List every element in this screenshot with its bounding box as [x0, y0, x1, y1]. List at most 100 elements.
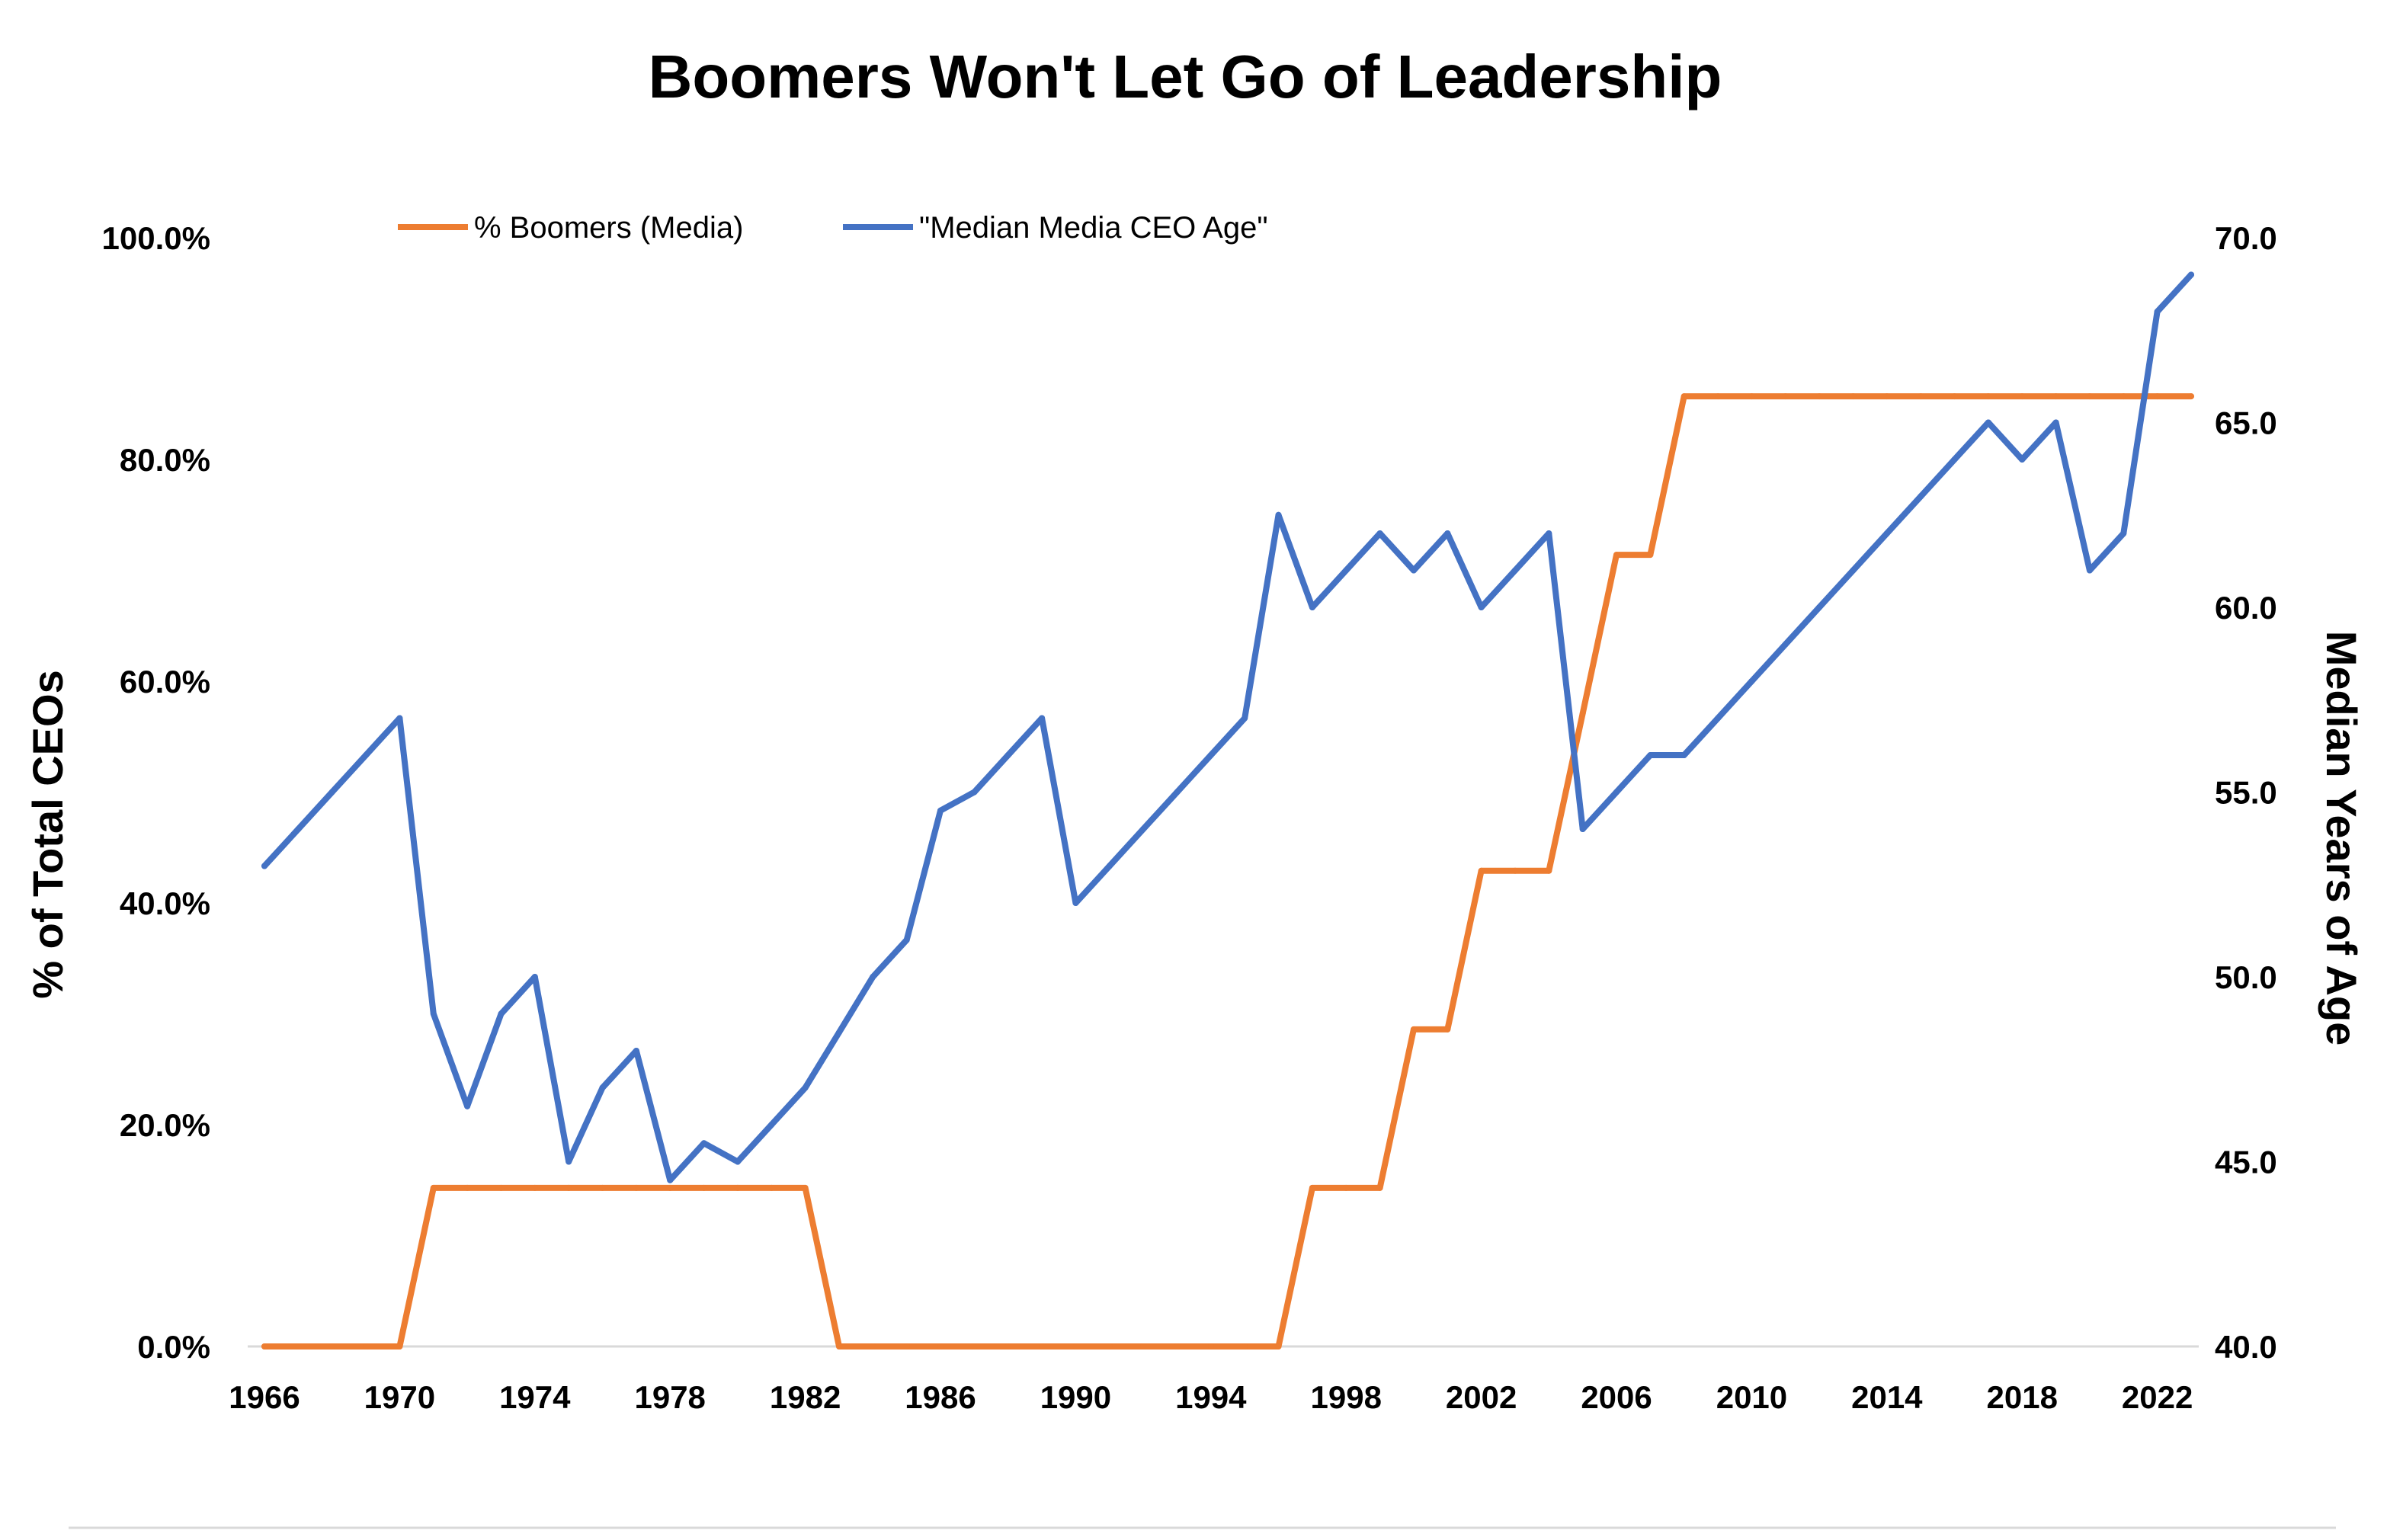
y-axis-title: % of Total CEOs [24, 670, 72, 998]
x-tick-label: 2014 [1851, 1379, 1923, 1415]
data-point-median-age [1207, 752, 1214, 758]
x-tick-label: 1974 [499, 1379, 571, 1415]
data-point-boomers [2019, 393, 2026, 400]
y2-axis-ticks: 40.0 45.0 50.0 55.0 60.0 65.0 70.0 [2215, 220, 2277, 1365]
data-point-median-age [1951, 456, 1958, 463]
y2-tick-label: 40.0 [2215, 1329, 2277, 1365]
data-point-boomers [903, 1343, 910, 1350]
data-point-median-age [1410, 567, 1417, 574]
x-tick-label: 2006 [1581, 1379, 1652, 1415]
x-tick-label: 2002 [1446, 1379, 1517, 1415]
data-point-boomers [1242, 1343, 1248, 1350]
data-point-median-age [802, 1084, 809, 1091]
x-axis-ticks: 1966 1970 1974 1978 1982 1986 1990 1994 1998 2002… [229, 1379, 2193, 1415]
data-point-boomers [1951, 393, 1958, 400]
data-point-boomers [1512, 867, 1518, 874]
x-tick-label: 1970 [364, 1379, 435, 1415]
data-point-boomers [2188, 393, 2194, 400]
data-point-median-age [1748, 678, 1755, 684]
data-point-boomers [1106, 1343, 1113, 1350]
data-point-boomers [396, 1343, 403, 1350]
data-point-boomers [1816, 393, 1823, 400]
x-tick-label: 1998 [1311, 1379, 1382, 1415]
y-axis-ticks: 0.0% 20.0% 40.0% 60.0% 80.0% 100.0% [102, 220, 210, 1365]
y2-tick-label: 60.0 [2215, 590, 2277, 626]
data-point-boomers [633, 1184, 639, 1191]
data-point-boomers [734, 1184, 741, 1191]
data-point-boomers [599, 1184, 606, 1191]
data-point-median-age [1512, 567, 1518, 574]
data-point-boomers [2052, 393, 2059, 400]
data-point-median-age [1918, 493, 1924, 500]
data-point-boomers [1918, 393, 1924, 400]
x-tick-label: 1982 [770, 1379, 841, 1415]
data-point-median-age [1680, 752, 1687, 758]
data-point-median-age [2188, 271, 2194, 278]
data-point-median-age [2052, 419, 2059, 426]
legend: % Boomers (Media) "Median Media CEO Age" [398, 211, 1268, 245]
data-point-boomers [464, 1184, 471, 1191]
x-tick-label: 2022 [2122, 1379, 2193, 1415]
data-point-boomers [1546, 867, 1552, 874]
data-point-median-age [1478, 604, 1485, 610]
data-point-boomers [295, 1343, 302, 1350]
data-point-median-age [1613, 789, 1620, 796]
y2-tick-label: 70.0 [2215, 220, 2277, 256]
data-point-median-age [295, 826, 302, 832]
data-point-median-age [1309, 604, 1315, 610]
data-point-boomers [1680, 393, 1687, 400]
legend-label-boomers: % Boomers (Media) [474, 211, 743, 245]
series-points-median-age [261, 271, 2194, 1183]
data-point-boomers [1883, 393, 1890, 400]
y-tick-label: 100.0% [102, 220, 210, 256]
data-point-boomers [1782, 393, 1789, 400]
data-point-median-age [937, 807, 944, 814]
data-point-boomers [1174, 1343, 1181, 1350]
data-point-median-age [1985, 419, 1991, 426]
x-tick-label: 2018 [1987, 1379, 2058, 1415]
y2-tick-label: 50.0 [2215, 959, 2277, 995]
data-point-median-age [836, 1029, 842, 1036]
y-tick-label: 0.0% [137, 1329, 210, 1365]
data-point-median-age [870, 974, 876, 980]
data-point-median-age [2120, 530, 2127, 536]
data-point-boomers [1004, 1343, 1011, 1350]
data-point-median-age [1715, 715, 1722, 722]
data-point-boomers [261, 1343, 268, 1350]
x-tick-label: 1978 [634, 1379, 705, 1415]
data-point-median-age [1782, 641, 1789, 648]
data-point-boomers [363, 1343, 370, 1350]
data-point-median-age [430, 1010, 437, 1017]
data-point-boomers [1275, 1343, 1282, 1350]
data-point-boomers [430, 1184, 437, 1191]
series-points-boomers [261, 393, 2194, 1350]
data-point-boomers [1072, 1343, 1079, 1350]
data-point-boomers [870, 1343, 876, 1350]
data-point-boomers [1478, 867, 1485, 874]
data-point-boomers [1748, 393, 1755, 400]
data-point-boomers [1647, 552, 1654, 559]
data-point-boomers [1985, 393, 1991, 400]
data-point-median-age [363, 752, 370, 758]
data-point-boomers [1343, 1184, 1350, 1191]
data-point-median-age [1343, 567, 1350, 574]
data-point-median-age [768, 1122, 775, 1128]
data-point-median-age [328, 789, 335, 796]
data-point-median-age [2154, 309, 2161, 315]
data-point-median-age [464, 1103, 471, 1109]
data-point-median-age [531, 974, 538, 980]
data-point-median-age [1140, 826, 1147, 832]
data-point-boomers [328, 1343, 335, 1350]
data-point-boomers [1613, 552, 1620, 559]
data-point-median-age [1242, 715, 1248, 722]
data-point-boomers [498, 1184, 505, 1191]
data-point-boomers [1309, 1184, 1315, 1191]
data-point-boomers [566, 1184, 572, 1191]
x-tick-label: 2010 [1716, 1379, 1787, 1415]
series-line-median-age [261, 271, 2194, 1183]
y-tick-label: 40.0% [120, 885, 210, 921]
data-point-boomers [768, 1184, 775, 1191]
data-point-median-age [633, 1048, 639, 1054]
data-point-median-age [1816, 604, 1823, 610]
